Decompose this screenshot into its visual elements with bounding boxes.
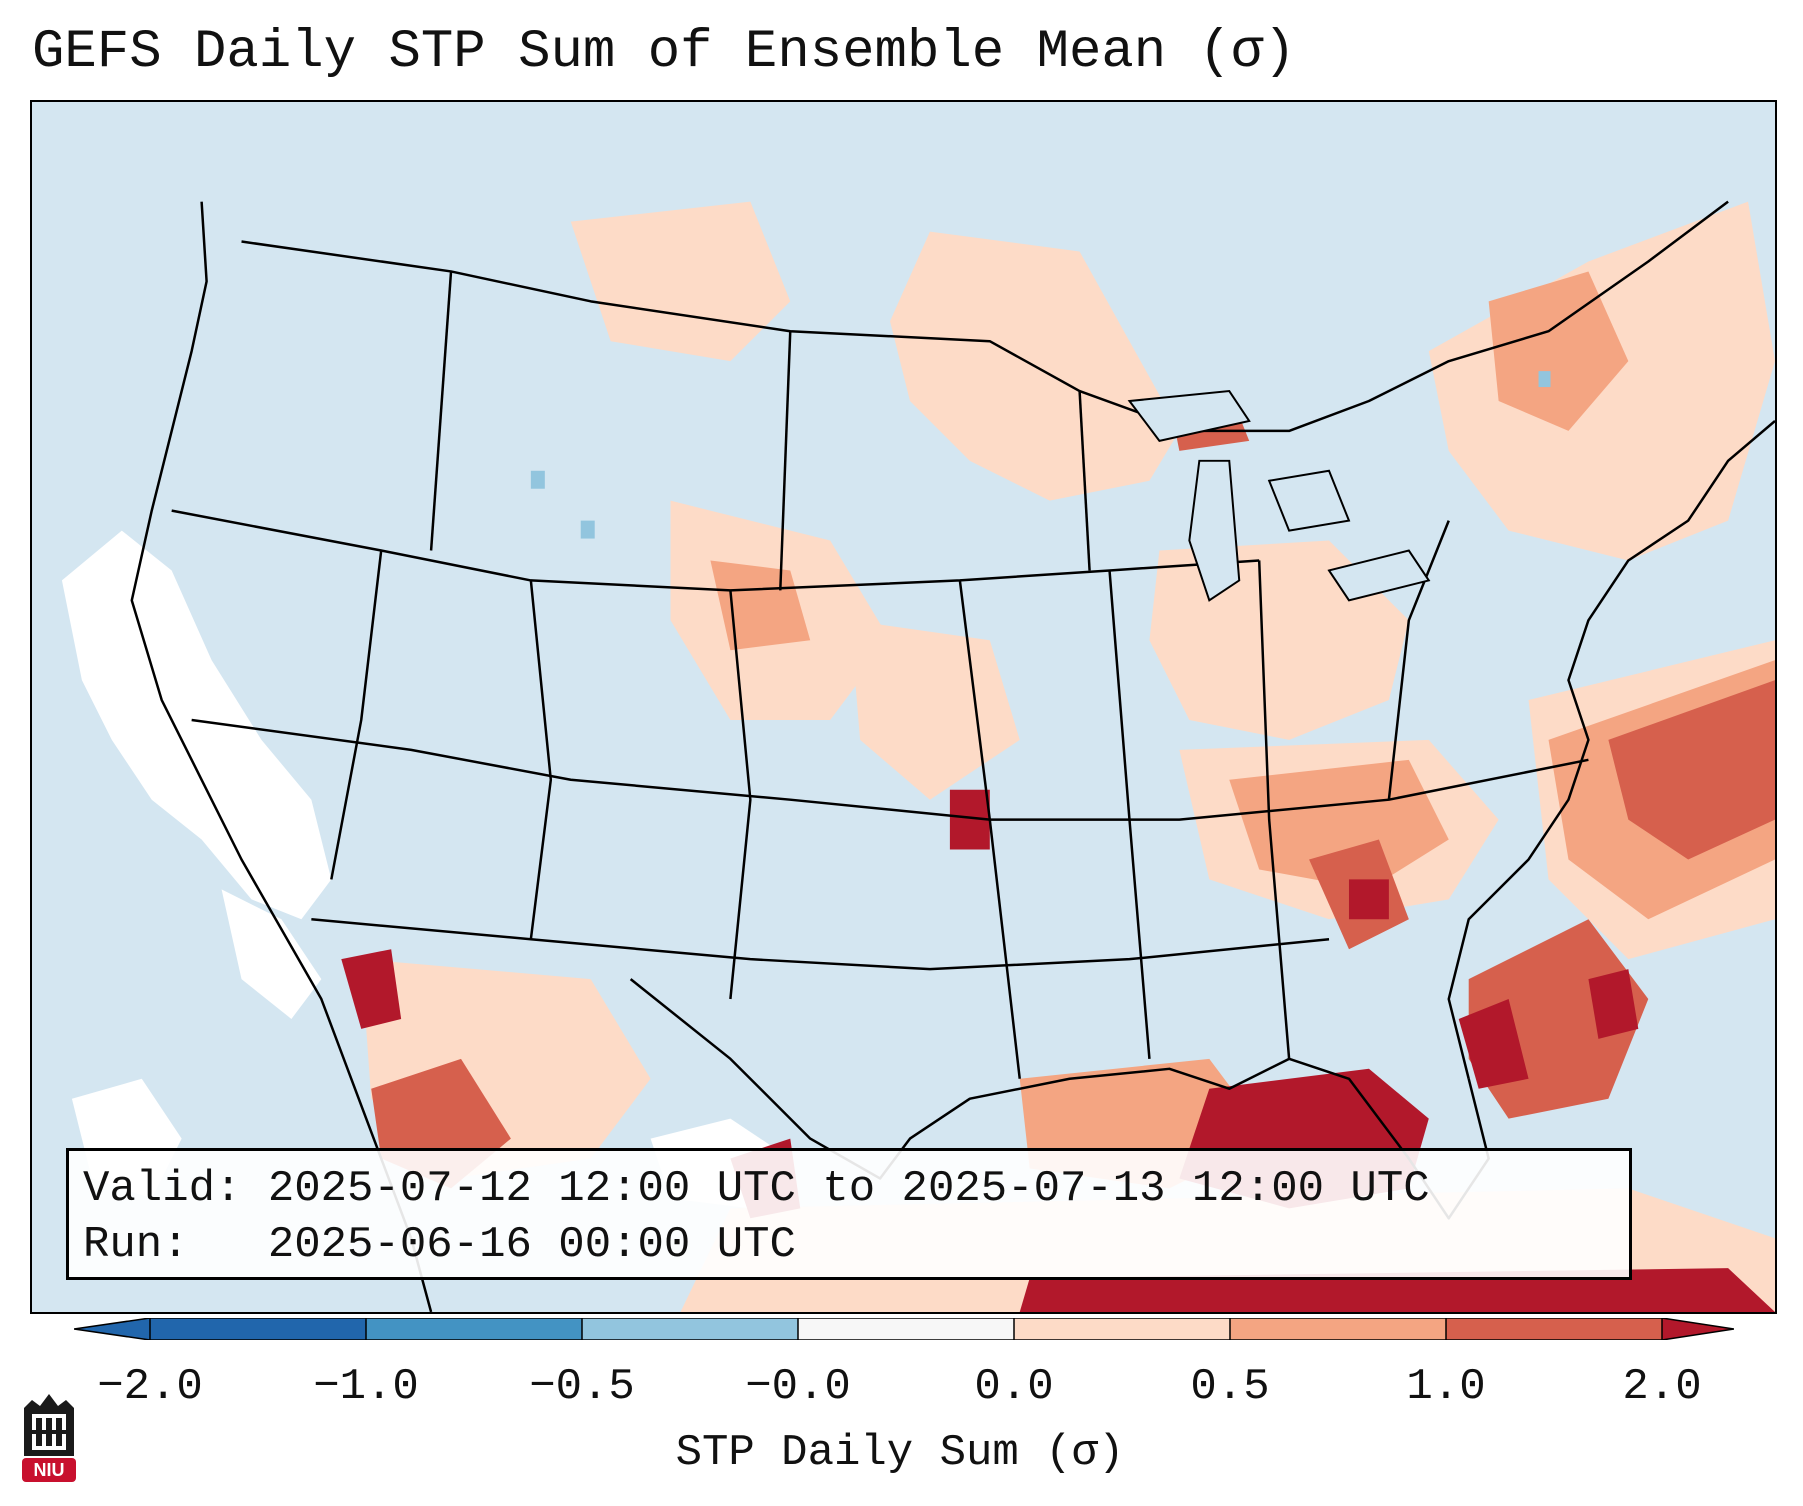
state-line	[729, 590, 752, 1000]
colorbar-tick-label: −2.0	[97, 1362, 203, 1412]
colorbar-high-arrow	[1662, 1318, 1734, 1340]
colorbar-segment	[1230, 1318, 1446, 1340]
state-line	[958, 580, 1021, 1079]
chart-title: GEFS Daily STP Sum of Ensemble Mean (σ)	[32, 22, 1296, 83]
valid-label: Valid:	[83, 1164, 242, 1214]
colorbar-segment	[582, 1318, 798, 1340]
colorbar-tick-label: 0.5	[1190, 1362, 1270, 1412]
west-coastline	[130, 201, 433, 1312]
colorbar-tick-label: −0.5	[529, 1362, 635, 1412]
run-label: Run:	[83, 1220, 189, 1270]
colorbar-low-arrow	[74, 1318, 150, 1340]
colorbar-tick-label: 1.0	[1406, 1362, 1486, 1412]
state-line	[1108, 570, 1151, 1059]
map-panel	[30, 100, 1777, 1314]
state-line	[779, 331, 792, 591]
light-blue-specks	[530, 371, 1551, 539]
state-line	[429, 271, 453, 551]
colorbar-tick-label: 0.0	[974, 1362, 1054, 1412]
niu-logo: NIU	[22, 1394, 76, 1482]
colorbar-tick-label: 2.0	[1622, 1362, 1702, 1412]
colorbar	[74, 1318, 1734, 1340]
map-svg	[32, 102, 1775, 1312]
state-line	[1257, 560, 1291, 1059]
colorbar-segment	[150, 1318, 366, 1340]
great-lakes	[1127, 389, 1431, 602]
colorbar-tick-label: −1.0	[313, 1362, 419, 1412]
colorbar-segment	[798, 1318, 1014, 1340]
logo-text: NIU	[34, 1460, 65, 1480]
colorbar-title: STP Daily Sum (σ)	[675, 1428, 1125, 1478]
valid-value: 2025-07-12 12:00 UTC to 2025-07-13 12:00…	[267, 1164, 1430, 1214]
state-line	[1387, 520, 1450, 800]
east-coastline	[1447, 419, 1775, 1080]
state-line	[529, 580, 553, 940]
colorbar-segment	[366, 1318, 582, 1340]
colorbar-tick-label: −0.0	[745, 1362, 851, 1412]
run-value: 2025-06-16 00:00 UTC	[267, 1220, 796, 1270]
colorbar-segment	[1014, 1318, 1230, 1340]
state-line	[1078, 390, 1091, 571]
run-info-box: Valid: 2025-07-12 12:00 UTC to 2025-07-1…	[66, 1148, 1632, 1280]
state-line	[330, 550, 383, 880]
colorbar-segment	[1446, 1318, 1662, 1340]
state-line	[191, 718, 1589, 821]
state-line	[311, 918, 1330, 971]
